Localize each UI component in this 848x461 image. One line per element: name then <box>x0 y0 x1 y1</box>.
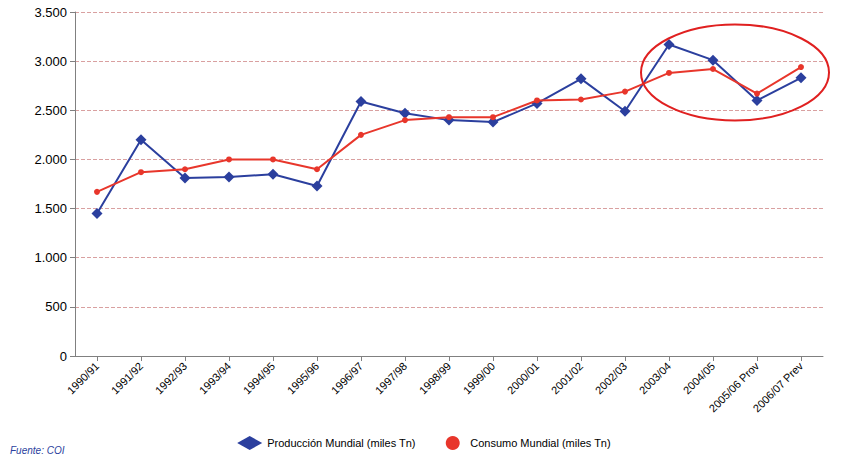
svg-text:2002/03: 2002/03 <box>593 360 630 397</box>
svg-text:2.500: 2.500 <box>34 103 67 118</box>
svg-text:0: 0 <box>60 349 67 364</box>
svg-text:2.000: 2.000 <box>34 152 67 167</box>
svg-text:1993/94: 1993/94 <box>197 360 234 397</box>
svg-text:1996/97: 1996/97 <box>329 360 366 397</box>
svg-text:2003/04: 2003/04 <box>637 360 674 397</box>
svg-text:Fuente: COI: Fuente: COI <box>10 445 65 456</box>
svg-text:1995/96: 1995/96 <box>285 360 322 397</box>
svg-text:1.000: 1.000 <box>34 250 67 265</box>
svg-text:2001/02: 2001/02 <box>549 360 586 397</box>
svg-text:2006/07 Prev: 2006/07 Prev <box>751 359 806 414</box>
svg-text:1994/95: 1994/95 <box>241 360 278 397</box>
svg-text:2004/05: 2004/05 <box>681 360 718 397</box>
svg-text:2000/01: 2000/01 <box>505 360 542 397</box>
svg-text:Producción Mundial (miles Tn): Producción Mundial (miles Tn) <box>267 437 415 449</box>
svg-text:2005/06 Prov: 2005/06 Prov <box>706 359 762 415</box>
svg-text:1.500: 1.500 <box>34 201 67 216</box>
svg-text:1992/93: 1992/93 <box>153 360 190 397</box>
svg-text:500: 500 <box>45 299 67 314</box>
svg-text:Consumo Mundial (miles Tn): Consumo Mundial (miles Tn) <box>470 437 610 449</box>
svg-text:1990/91: 1990/91 <box>65 360 102 397</box>
svg-text:1991/92: 1991/92 <box>109 360 146 397</box>
svg-text:3.500: 3.500 <box>34 5 67 20</box>
svg-text:1997/98: 1997/98 <box>373 360 410 397</box>
svg-text:1998/99: 1998/99 <box>417 360 454 397</box>
svg-text:3.000: 3.000 <box>34 54 67 69</box>
svg-text:1999/00: 1999/00 <box>461 360 498 397</box>
